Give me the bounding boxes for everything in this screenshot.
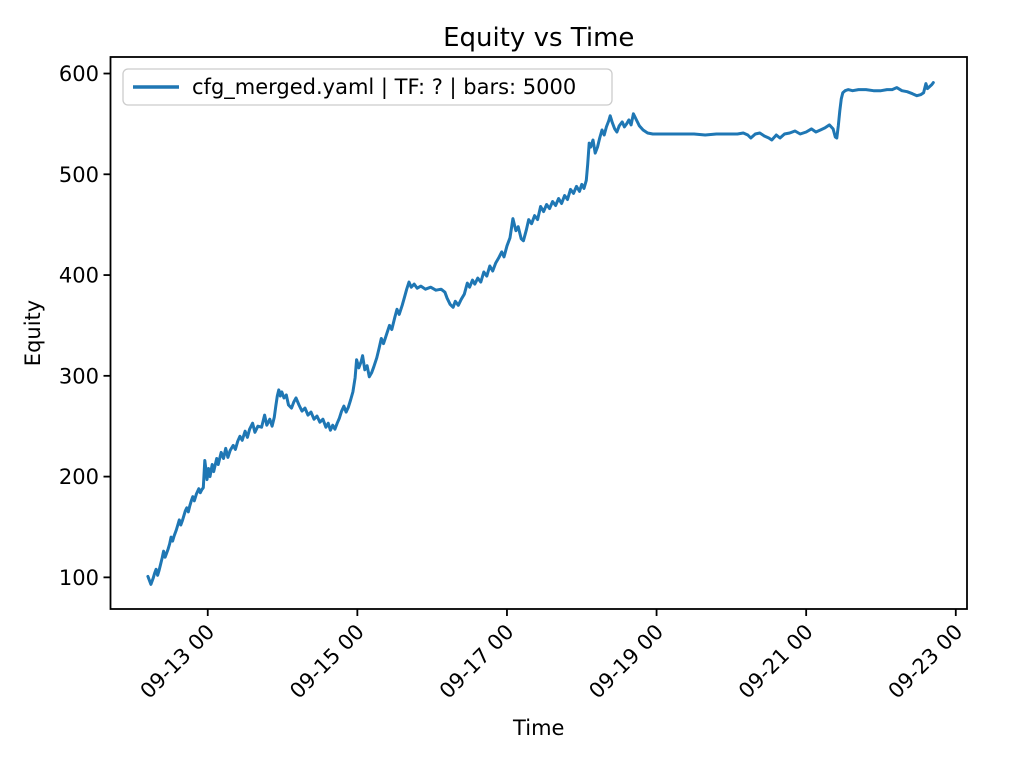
x-axis-label: Time [512, 716, 564, 740]
x-tick-label-0: 09-13 00 [136, 620, 220, 704]
y-tick-label-2: 300 [59, 364, 99, 388]
y-tick-label-3: 400 [59, 264, 99, 288]
y-tick-label-1: 200 [59, 465, 99, 489]
y-tick-label-4: 500 [59, 163, 99, 187]
plot-frame [109, 56, 968, 610]
y-axis-label: Equity [21, 300, 45, 366]
legend-entry-label: cfg_merged.yaml | TF: ? | bars: 5000 [192, 75, 576, 100]
x-tick-label-5: 09-23 00 [884, 620, 968, 704]
chart-title: Equity vs Time [443, 23, 634, 53]
x-tick-label-1: 09-15 00 [285, 620, 369, 704]
x-tick-label-3: 09-19 00 [584, 620, 668, 704]
y-tick-label-0: 100 [59, 566, 99, 590]
legend: cfg_merged.yaml | TF: ? | bars: 5000 [122, 68, 613, 106]
x-axis-ticks: 09-13 00 09-15 00 09-17 00 09-19 00 09-21 00… [136, 609, 968, 704]
legend-box [122, 68, 613, 106]
y-tick-label-5: 600 [59, 62, 99, 86]
x-tick-label-2: 09-17 00 [435, 620, 519, 704]
y-axis-ticks: 100 200 300 400 500 600 [59, 62, 111, 590]
x-tick-label-4: 09-21 00 [734, 620, 818, 704]
equity-line-series [146, 81, 935, 586]
